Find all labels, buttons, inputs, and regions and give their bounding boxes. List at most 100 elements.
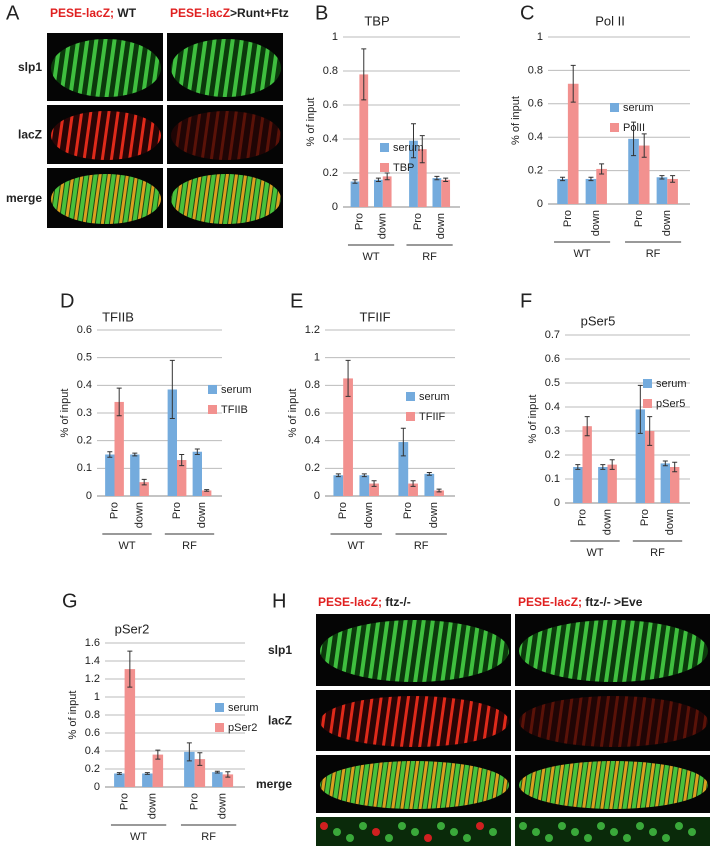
error-bar xyxy=(141,478,147,486)
bar xyxy=(374,179,383,207)
row-label: slp1 xyxy=(268,643,292,657)
bar xyxy=(222,774,234,787)
embryo xyxy=(51,39,161,97)
y-tick-label: 0.4 xyxy=(305,435,320,447)
y-tick-label: 0.2 xyxy=(545,449,560,461)
error-bar xyxy=(647,416,653,446)
bar xyxy=(343,378,353,496)
bar xyxy=(202,490,212,496)
error-bar xyxy=(179,454,185,467)
x-tick-label: down xyxy=(377,213,389,239)
bar xyxy=(359,475,370,496)
legend-swatch xyxy=(406,392,415,401)
x-tick-label: Pro xyxy=(402,502,414,519)
bar xyxy=(596,168,607,204)
group-label: RF xyxy=(646,248,661,260)
y-tick-label: 0.7 xyxy=(545,329,560,341)
legend-swatch xyxy=(208,405,217,414)
chart-title: pSer2 xyxy=(115,621,150,636)
column-header: PESE-lacZ; WT xyxy=(50,6,137,20)
panel-letter: C xyxy=(520,2,534,24)
cell xyxy=(450,828,458,836)
error-bar xyxy=(169,359,175,420)
cell xyxy=(610,828,618,836)
chart-title: TFIIB xyxy=(102,309,134,324)
error-bar xyxy=(584,416,590,437)
x-tick-label: down xyxy=(363,502,375,528)
embryo xyxy=(519,761,708,809)
bar xyxy=(152,754,164,787)
group-label: WT xyxy=(574,248,591,260)
cell xyxy=(489,828,497,836)
error-bar xyxy=(575,464,581,470)
legend-label: TFIIB xyxy=(221,404,248,416)
bar xyxy=(359,74,369,208)
cell xyxy=(584,834,592,842)
row-label: slp1 xyxy=(18,60,42,74)
y-tick-label: 0.6 xyxy=(85,727,100,739)
y-tick-label: 0.2 xyxy=(323,167,338,179)
group-label: WT xyxy=(586,547,603,559)
embryo xyxy=(320,761,509,809)
bar xyxy=(114,401,124,496)
bar xyxy=(130,454,140,496)
y-tick-label: 1.2 xyxy=(85,673,100,685)
y-tick-label: 0.6 xyxy=(305,407,320,419)
cell xyxy=(532,828,540,836)
error-bar xyxy=(670,175,676,183)
bar xyxy=(105,454,115,496)
group-label: WT xyxy=(363,251,380,263)
x-tick-label: Pro xyxy=(412,213,424,230)
embryo xyxy=(320,620,509,682)
legend-label: PolII xyxy=(623,122,645,134)
bar xyxy=(645,431,655,503)
error-bar xyxy=(410,123,416,159)
x-tick-label: down xyxy=(147,793,159,819)
bar xyxy=(398,442,409,496)
legend-label: TBP xyxy=(393,162,414,174)
legend-swatch xyxy=(215,723,224,732)
column-header: PESE-lacZ>Runt+Ftz xyxy=(170,6,289,20)
group-label: RF xyxy=(650,547,665,559)
column-header: PESE-lacZ; ftz-/- >Eve xyxy=(518,595,643,609)
bar xyxy=(656,177,668,204)
error-bar xyxy=(659,175,665,180)
y-tick-label: 0.6 xyxy=(545,353,560,365)
bar xyxy=(350,181,360,207)
bar xyxy=(635,409,645,503)
embryo xyxy=(519,620,708,682)
embryo xyxy=(320,696,509,747)
embryo xyxy=(519,696,708,747)
header-genotype: PESE-lacZ; xyxy=(318,595,382,609)
error-bar xyxy=(352,179,358,184)
x-tick-label: Pro xyxy=(353,213,365,230)
y-tick-label: 0.4 xyxy=(77,379,92,391)
bar xyxy=(167,389,177,496)
header-condition: >Runt+Ftz xyxy=(230,6,289,20)
x-tick-label: down xyxy=(196,502,208,528)
error-bar xyxy=(345,359,351,397)
bar xyxy=(369,483,379,496)
cell xyxy=(558,822,566,830)
x-tick-label: Pro xyxy=(639,509,651,526)
y-tick-label: 0.8 xyxy=(85,709,100,721)
cell xyxy=(649,828,657,836)
bar xyxy=(598,467,608,503)
x-tick-label: Pro xyxy=(119,793,131,810)
bar xyxy=(177,460,187,496)
y-tick-label: 0.3 xyxy=(77,407,92,419)
bar xyxy=(408,483,418,496)
bar xyxy=(139,482,149,496)
x-tick-label: Pro xyxy=(576,509,588,526)
cell xyxy=(597,822,605,830)
x-tick-label: down xyxy=(435,213,447,239)
y-tick-label: 0.6 xyxy=(528,98,543,110)
bar xyxy=(382,176,392,207)
cell xyxy=(385,834,393,842)
legend-swatch xyxy=(215,703,224,712)
y-tick-label: 1 xyxy=(537,31,543,43)
error-bar xyxy=(434,175,440,181)
bar xyxy=(567,83,579,204)
y-tick-label: 0.2 xyxy=(528,165,543,177)
error-bar xyxy=(155,749,161,760)
